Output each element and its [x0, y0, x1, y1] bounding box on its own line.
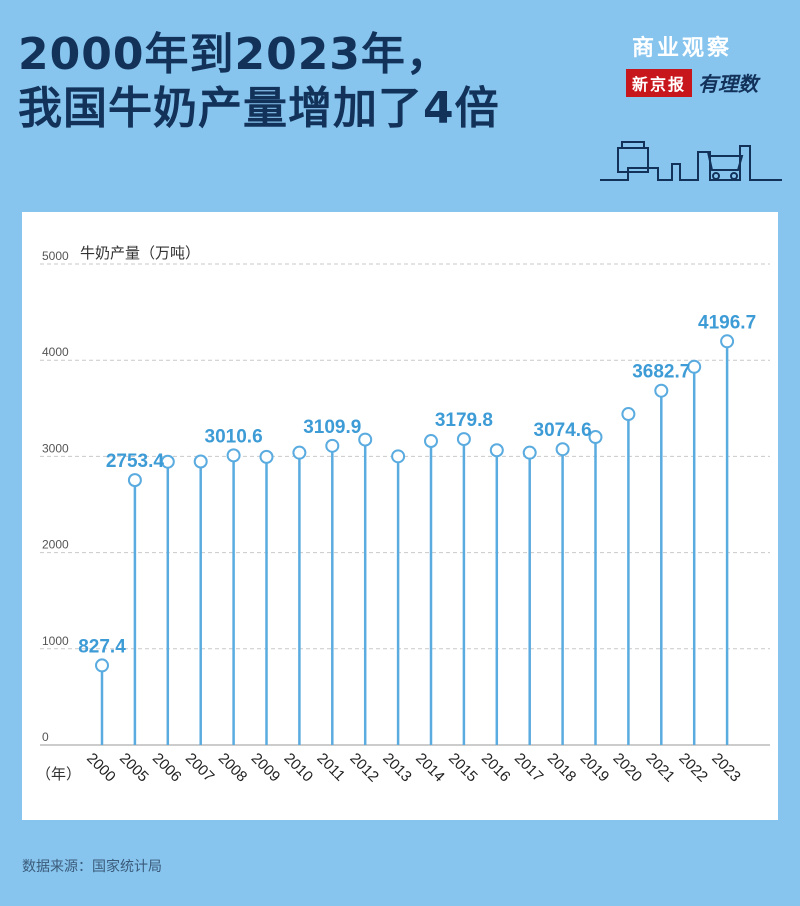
x-tick-label: 2021	[642, 750, 678, 786]
x-tick-label: 2016	[478, 750, 514, 786]
data-label: 827.4	[78, 636, 126, 657]
x-tick-label: 2000	[83, 750, 119, 786]
data-point	[489, 443, 504, 458]
data-label: 3179.8	[435, 410, 493, 431]
data-point	[127, 473, 142, 488]
y-tick-label: 4000	[42, 345, 69, 359]
chart-panel: 0 1000 2000 3000 4000 5000 牛奶产量（万吨） 2000 2005 200…	[22, 212, 778, 820]
data-label: 3682.7	[632, 362, 690, 383]
x-tick-label: 2010	[281, 750, 317, 786]
data-point	[325, 438, 340, 453]
data-label: 3109.9	[303, 417, 361, 438]
title-line-1: 2000年到2023年，	[18, 29, 451, 80]
brand-script-text: 有理数	[698, 72, 759, 96]
x-tick-label: 2018	[544, 750, 580, 786]
data-point	[259, 449, 274, 464]
x-axis-label: （年）	[36, 765, 81, 783]
y-axis-label: 牛奶产量（万吨）	[80, 244, 200, 262]
x-tick-label: 2011	[313, 750, 348, 785]
data-label: 2753.4	[106, 451, 165, 472]
x-tick-label: 2008	[215, 750, 251, 786]
x-tick-label: 2015	[445, 750, 481, 786]
x-tick-label: 2005	[116, 750, 152, 786]
y-tick-label: 3000	[42, 441, 69, 455]
x-tick-label: 2013	[379, 750, 415, 786]
shopping-decoration-icon	[600, 141, 782, 181]
data-point	[193, 454, 208, 469]
data-point	[424, 434, 438, 449]
y-tick-label: 1000	[42, 634, 69, 648]
data-point	[358, 432, 373, 447]
page-title: 2000年到2023年， 我国牛奶产量增加了4倍	[18, 28, 500, 136]
x-tick-label: 2023	[708, 750, 744, 786]
data-point	[588, 430, 603, 445]
brand-red-badge: 新京报	[626, 68, 693, 97]
data-point	[654, 383, 669, 398]
data-point	[522, 445, 537, 460]
x-tick-label: 2019	[577, 750, 613, 786]
brand-row: 新京报 有理数	[626, 68, 786, 97]
data-point	[720, 334, 735, 349]
data-source: 数据来源：国家统计局	[22, 859, 162, 875]
data-label: 3074.6	[534, 420, 592, 441]
y-tick-label: 5000	[42, 249, 69, 263]
x-tick-label: 2007	[182, 750, 218, 786]
y-tick-label: 2000	[42, 538, 69, 552]
data-point	[391, 449, 406, 464]
data-label: 3010.6	[205, 426, 263, 447]
x-tick-label: 2009	[248, 750, 284, 786]
data-point	[160, 454, 175, 469]
x-tick-label: 2017	[511, 750, 547, 786]
data-label: 4196.7	[698, 312, 756, 333]
data-point	[687, 359, 702, 374]
data-point	[292, 445, 307, 460]
brand-logo: 商业观察 新京报 有理数	[616, 30, 786, 97]
data-point	[226, 448, 241, 463]
x-tick-label: 2014	[412, 750, 448, 786]
x-tick-label: 2020	[610, 750, 646, 786]
data-point	[95, 658, 109, 673]
data-point	[456, 432, 471, 447]
brand-top-text: 商业观察	[632, 35, 733, 61]
title-line-2: 我国牛奶产量增加了4倍	[18, 83, 500, 134]
data-point	[555, 442, 570, 457]
y-tick-label: 0	[42, 730, 49, 744]
data-point	[621, 407, 636, 422]
x-tick-label: 2022	[675, 750, 711, 786]
x-tick-label: 2012	[346, 750, 382, 786]
x-tick-label: 2006	[149, 750, 185, 786]
